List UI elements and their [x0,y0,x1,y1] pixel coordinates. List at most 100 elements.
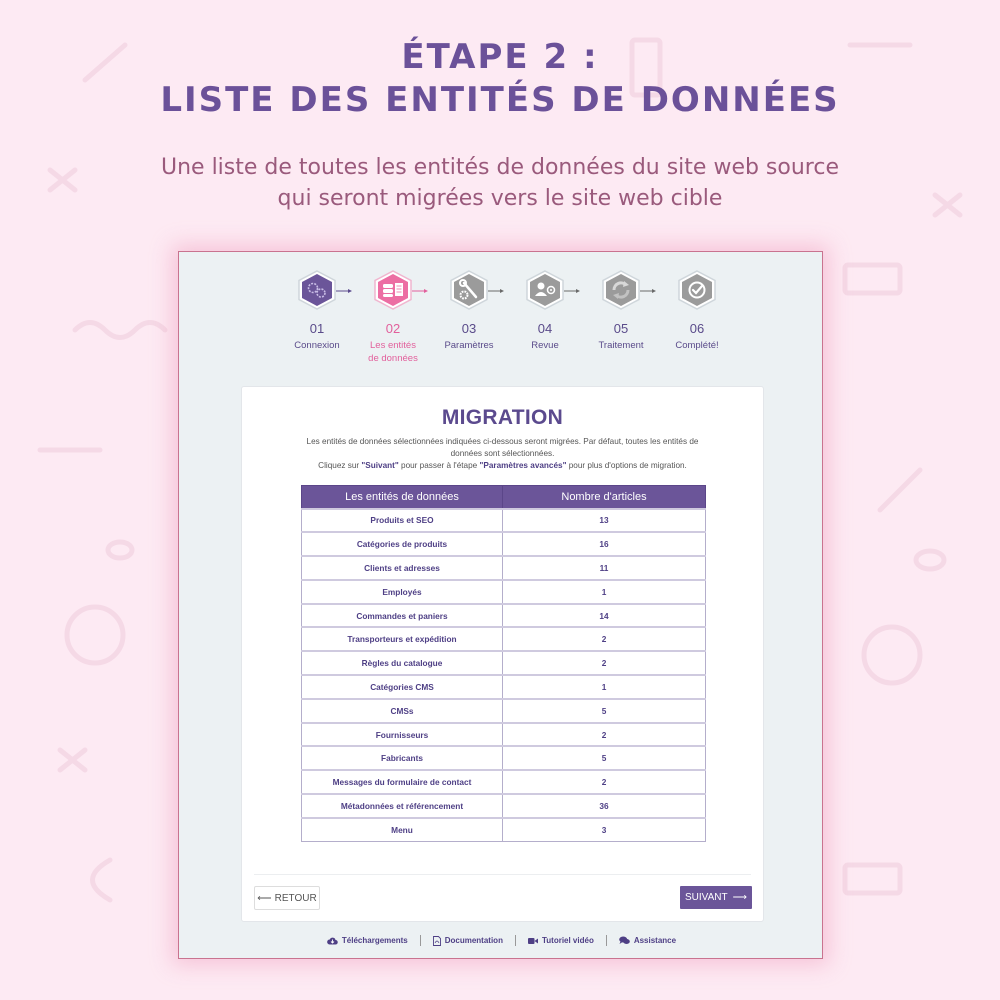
count-cell: 1 [502,578,706,605]
footer-link-documentation[interactable]: Documentation [421,935,515,946]
desc-bold-parametres: "Paramètres avancés" [479,460,567,470]
back-button[interactable]: ⟵ RETOUR [254,886,320,910]
count-cell: 3 [502,816,706,843]
card-description: Les entités de données sélectionnées ind… [292,436,713,471]
step-les-entites-de-donnees[interactable]: 02 Les entités de données [355,268,431,365]
check-circle-icon [678,270,716,310]
count-cell: 13 [502,507,706,533]
table-row: Menu 3 [301,816,706,843]
footer-link-tutoriel-video[interactable]: Tutoriel vidéo [516,936,606,945]
count-cell: 5 [502,697,706,724]
column-header-entity: Les entités de données [301,485,503,509]
chat-bubbles-icon [619,936,630,944]
step-label-line1: Les entités [370,340,416,351]
step-revue[interactable]: 04 Revue [507,268,583,352]
step-parametres[interactable]: 03 Paramètres [431,268,507,352]
footer-link-label: Documentation [444,936,503,945]
entity-cell: Catégories de produits [301,531,503,557]
hero-title-line1: ÉTAPE 2 : [401,37,599,77]
desc-bold-suivant: "Suivant" [361,460,399,470]
hero-subtitle: Une liste de toutes les entités de donné… [0,152,1000,214]
footer-link-assistance[interactable]: Assistance [607,936,688,945]
count-cell: 14 [502,602,706,628]
next-button-label: SUIVANT [685,892,728,903]
table-row: Fournisseurs 2 [301,721,706,747]
arrow-right-icon: ⟶ [732,892,747,903]
entity-cell: CMSs [301,697,503,724]
arrow-right-icon [640,289,656,293]
desc-text: pour plus d'options de migration. [566,460,687,470]
user-settings-icon [526,270,564,310]
arrow-right-icon [336,289,352,293]
entity-cell: Commandes et paniers [301,602,503,628]
divider [254,874,751,875]
table-row: Commandes et paniers 14 [301,602,706,628]
step-label: Connexion [294,340,340,351]
footer-link-label: Assistance [633,936,677,945]
count-cell: 2 [502,626,706,652]
table-row: Règles du catalogue 2 [301,650,706,676]
step-label: Traitement [598,340,644,351]
step-label: Complété! [675,340,719,351]
entity-cell: Employés [301,578,503,605]
pdf-document-icon [432,935,441,946]
entity-cell: Catégories CMS [301,674,503,700]
table-header-row: Les entités de données Nombre d'articles [301,485,706,509]
step-complete[interactable]: 06 Complété! [659,268,735,352]
entity-cell: Menu [301,816,503,843]
arrow-right-icon [412,289,428,293]
step-number: 06 [689,321,705,336]
footer-separator [419,935,421,946]
desc-text: Cliquez sur [318,460,362,470]
arrow-right-icon [564,289,580,293]
tools-icon [450,270,488,310]
step-wizard: 01 Connexion 02 Les en [279,268,739,368]
desc-text: pour passer à l'étape [398,460,480,470]
next-button[interactable]: SUIVANT ⟶ [680,886,752,909]
hero-subtitle-line2: qui seront migrées vers le site web cibl… [277,186,723,211]
table-row: Employés 1 [301,578,706,605]
table-row: CMSs 5 [301,697,706,724]
table-row: Métadonnées et référencement 36 [301,793,706,819]
entities-table: Les entités de données Nombre d'articles… [301,485,706,843]
entity-cell: Clients et adresses [301,555,503,581]
step-number: 05 [613,321,629,336]
step-label: Revue [531,340,559,351]
arrow-left-icon: ⟵ [257,892,272,904]
table-row: Transporteurs et expédition 2 [301,626,706,652]
step-label-line2: de données [368,353,418,364]
entity-cell: Règles du catalogue [301,650,503,676]
footer-separator [514,935,516,946]
count-cell: 2 [502,650,706,676]
step-number: 01 [309,321,325,336]
gears-icon [298,270,336,310]
footer-link-label: Tutoriel vidéo [541,936,594,945]
hero-title-line2: LISTE DES ENTITÉS DE DONNÉES [160,79,840,120]
entity-cell: Messages du formulaire de contact [301,769,503,795]
card-description-line1: Les entités de données sélectionnées ind… [306,437,699,458]
step-traitement[interactable]: 05 Traitement [583,268,659,352]
migration-card: MIGRATION Les entités de données sélecti… [241,386,764,922]
count-cell: 16 [502,531,706,557]
database-document-icon [374,270,412,310]
step-number: 03 [461,321,477,336]
entity-cell: Métadonnées et référencement [301,793,503,819]
step-label: Paramètres [444,340,494,351]
step-connexion[interactable]: 01 Connexion [279,268,355,352]
count-cell: 2 [502,721,706,747]
video-camera-icon [527,937,538,944]
table-row: Clients et adresses 11 [301,555,706,581]
count-cell: 5 [502,745,706,771]
refresh-icon [602,270,640,310]
hero-title: ÉTAPE 2 : LISTE DES ENTITÉS DE DONNÉES [0,36,1000,121]
footer-link-label: Téléchargements [341,936,408,945]
step-number: 02 [385,321,401,336]
entity-cell: Fabricants [301,745,503,771]
column-header-count: Nombre d'articles [502,485,706,509]
footer-links: Téléchargements Documentation Tutoriel v… [179,935,824,946]
entity-cell: Fournisseurs [301,721,503,747]
footer-separator [605,935,607,946]
footer-link-telechargements[interactable]: Téléchargements [315,936,420,945]
entity-cell: Transporteurs et expédition [301,626,503,652]
card-description-line2: Cliquez sur "Suivant" pour passer à l'ét… [292,460,713,472]
